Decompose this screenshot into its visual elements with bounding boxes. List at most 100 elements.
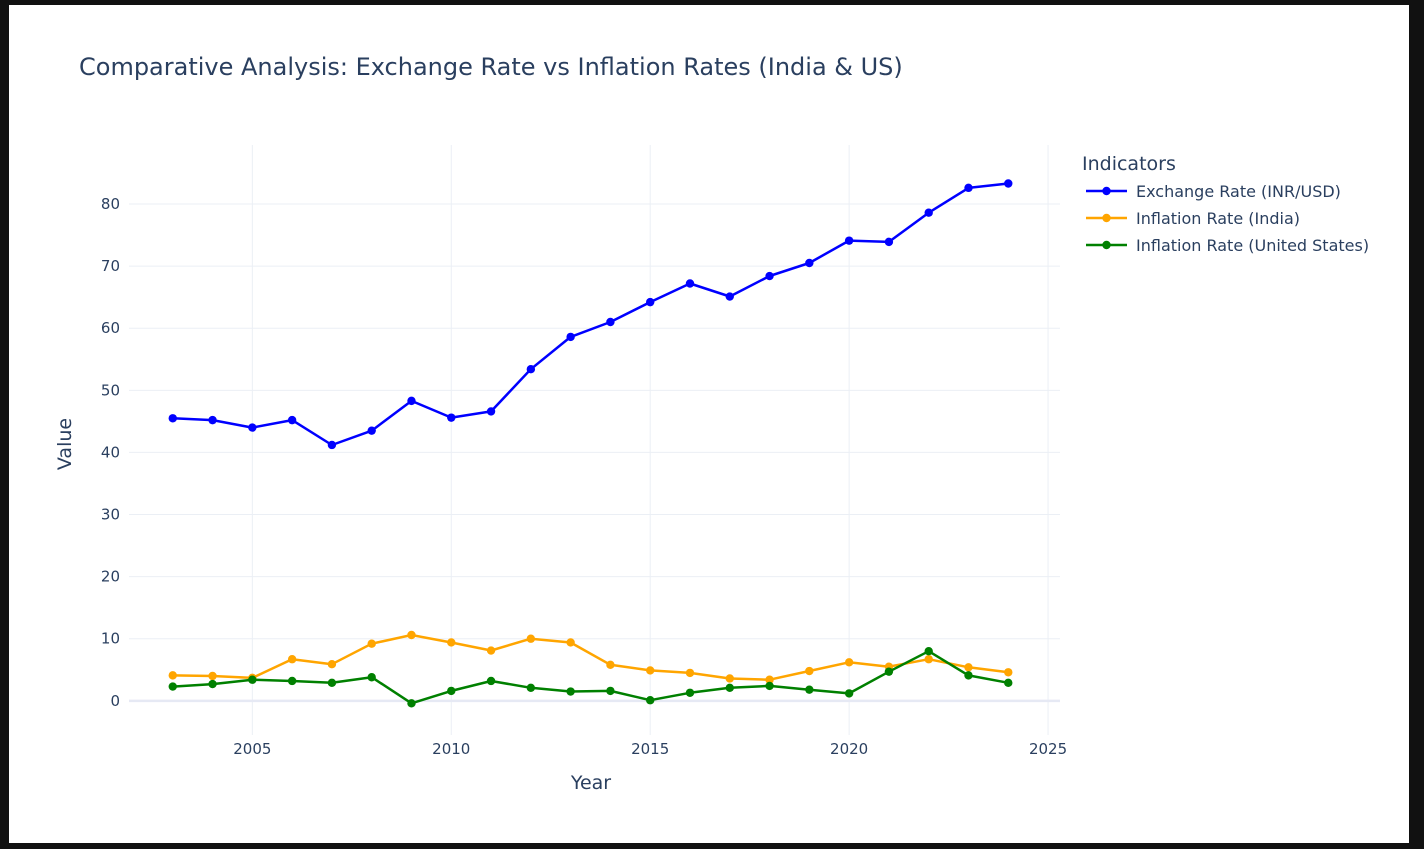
data-point	[964, 663, 973, 672]
data-point	[884, 667, 894, 676]
legend-label: Inflation Rate (United States)	[1136, 236, 1369, 255]
data-point	[367, 426, 376, 435]
legend-label: Inflation Rate (India)	[1136, 209, 1300, 228]
y-tick-label: 30	[101, 506, 120, 524]
chart-canvas: Comparative Analysis: Exchange Rate vs I…	[54, 53, 1369, 794]
data-point	[168, 414, 177, 423]
data-point	[526, 683, 536, 692]
data-point	[486, 407, 496, 416]
y-tick-label: 60	[101, 319, 120, 337]
data-point	[884, 237, 894, 247]
data-point	[924, 646, 933, 656]
data-point	[447, 413, 456, 422]
data-point	[606, 686, 615, 696]
data-point	[168, 671, 177, 680]
data-point	[447, 638, 456, 647]
data-point	[646, 696, 655, 705]
data-point	[327, 678, 337, 688]
legend-item-3: Inflation Rate (United States)	[1086, 236, 1369, 255]
data-point	[805, 685, 814, 694]
data-point	[765, 675, 774, 684]
y-tick-label: 80	[101, 195, 120, 213]
data-point	[685, 668, 695, 678]
data-point	[566, 332, 575, 342]
data-point	[287, 655, 297, 664]
y-tick-label: 20	[101, 568, 120, 586]
legend-items: Exchange Rate (INR/USD) Inflation Rate (I…	[1086, 182, 1369, 255]
legend: Indicators Exchange Rate (INR/USD) Inflat…	[1082, 153, 1369, 255]
y-tick-label: 50	[101, 381, 120, 399]
data-point	[208, 671, 217, 681]
x-axis-title: Year	[570, 772, 611, 794]
data-point	[327, 440, 337, 450]
series-3	[168, 646, 1013, 708]
legend-swatch-marker	[1102, 213, 1111, 223]
data-point	[486, 646, 496, 655]
x-tick-label: 2020	[830, 740, 868, 758]
data-point	[765, 681, 774, 691]
data-point	[327, 660, 337, 669]
legend-label: Exchange Rate (INR/USD)	[1136, 182, 1341, 201]
data-point	[844, 689, 854, 698]
data-point	[526, 634, 536, 643]
data-point	[367, 673, 376, 682]
data-point	[287, 415, 297, 425]
data-point	[725, 292, 734, 301]
data-point	[486, 676, 496, 686]
data-point	[805, 666, 814, 676]
data-point	[168, 682, 177, 691]
data-point	[407, 396, 416, 406]
data-point	[208, 679, 217, 689]
y-axis-title: Value	[54, 418, 76, 470]
legend-item-1: Exchange Rate (INR/USD)	[1086, 182, 1341, 201]
x-tick-label: 2010	[432, 740, 470, 758]
data-point	[844, 658, 854, 667]
data-point	[208, 415, 217, 425]
data-point	[248, 423, 257, 432]
series-line	[172, 649, 1009, 705]
data-point	[725, 674, 734, 683]
y-tick-label: 70	[101, 257, 120, 275]
data-point	[924, 208, 933, 217]
data-point	[685, 688, 695, 697]
series-plot-area	[168, 179, 1013, 708]
legend-swatch-marker	[1102, 240, 1111, 250]
data-point	[566, 638, 575, 647]
data-point	[566, 687, 575, 696]
legend-title: Indicators	[1082, 153, 1176, 175]
data-point	[765, 271, 774, 281]
data-point	[805, 258, 814, 268]
y-tick-label: 0	[110, 692, 120, 710]
series-line	[172, 182, 1009, 447]
data-point	[1004, 668, 1013, 677]
data-point	[606, 317, 615, 327]
legend-swatch-marker	[1102, 186, 1111, 196]
data-point	[367, 639, 376, 648]
legend-item-2: Inflation Rate (India)	[1086, 209, 1300, 228]
x-tick-label: 2025	[1029, 740, 1067, 758]
y-tick-label: 10	[101, 630, 120, 648]
series-line	[172, 633, 1009, 681]
data-point	[1004, 179, 1013, 188]
data-point	[685, 279, 695, 288]
grid-lines	[129, 145, 1060, 735]
series-2	[168, 630, 1013, 684]
data-point	[407, 699, 416, 708]
x-tick-label: 2015	[631, 740, 669, 758]
data-point	[447, 686, 456, 696]
data-point	[526, 365, 536, 374]
data-point	[248, 675, 257, 684]
data-point	[606, 660, 615, 670]
data-point	[924, 655, 933, 664]
data-point	[725, 683, 734, 692]
data-point	[287, 676, 297, 686]
x-tick-label: 2005	[233, 740, 271, 758]
series-1	[168, 179, 1013, 450]
chart-frame: Comparative Analysis: Exchange Rate vs I…	[9, 5, 1409, 843]
data-point	[964, 671, 973, 680]
data-point	[844, 236, 854, 245]
y-axis-ticks: 0 10 20 30 40 50 60 70 80	[101, 195, 120, 710]
data-point	[646, 297, 655, 307]
chart-title: Comparative Analysis: Exchange Rate vs I…	[79, 53, 903, 81]
x-axis-ticks: 2005 2010 2015 2020 2025	[233, 740, 1067, 758]
